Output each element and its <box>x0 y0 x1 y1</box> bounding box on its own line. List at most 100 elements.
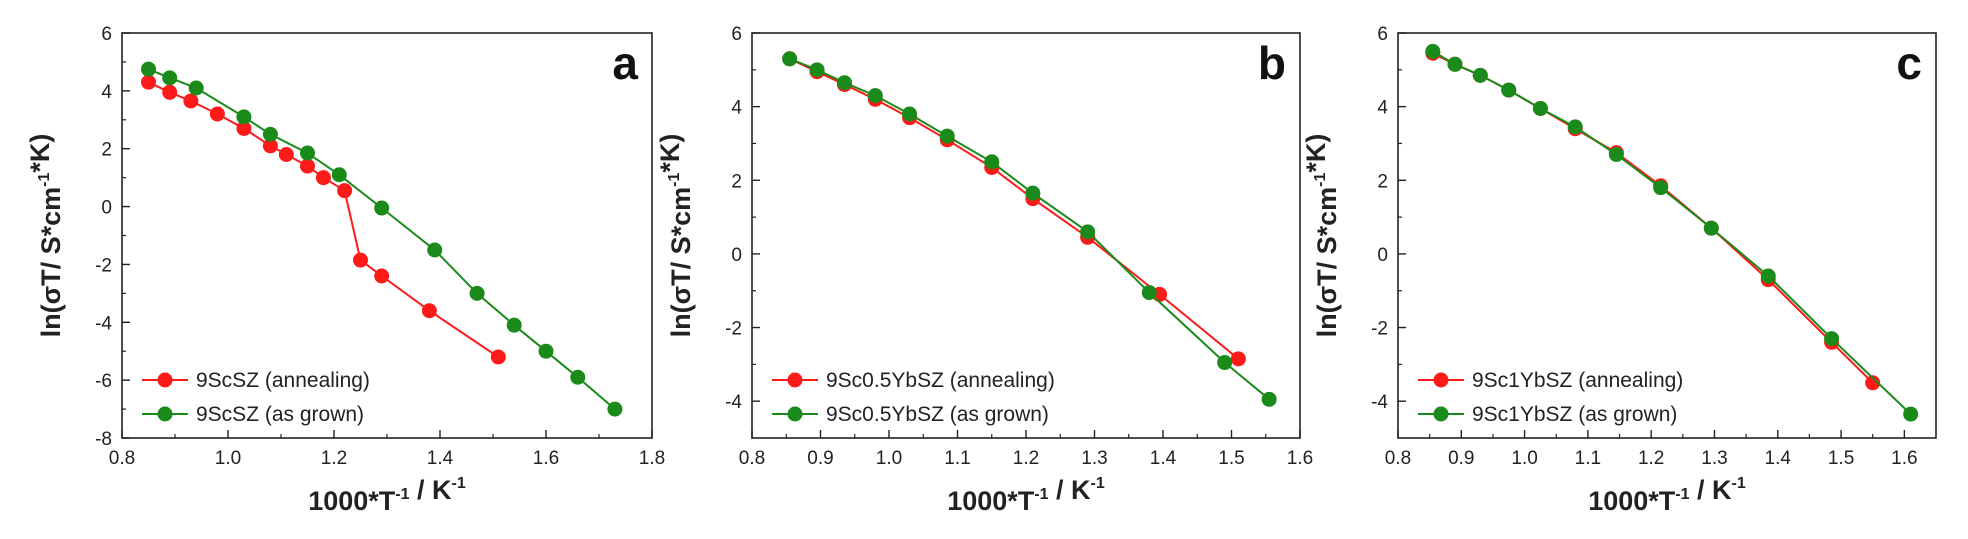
series-line-annealing <box>1432 52 1874 384</box>
y-axis-label: ln(σT/ S*cm-1*K) <box>1301 134 1342 338</box>
y-axis-label: ln(σT/ S*cm-1*K) <box>25 134 66 338</box>
x-tick-label: 1.2 <box>1638 448 1664 469</box>
data-point-as_grown <box>1760 268 1776 284</box>
y-tick-label: 0 <box>1377 245 1388 266</box>
data-point-as_grown <box>836 75 852 91</box>
panel-letter: b <box>1258 37 1286 89</box>
y-tick-label: 6 <box>101 24 112 45</box>
legend-marker-as_grown <box>1433 406 1449 422</box>
data-point-annealing <box>278 147 294 162</box>
y-tick-label: 2 <box>1377 171 1388 192</box>
x-axis-label: 1000*T-1 / K-1 <box>308 475 466 516</box>
data-point-as_grown <box>538 343 554 359</box>
x-tick-label: 1.0 <box>215 448 241 469</box>
data-point-annealing <box>353 252 368 268</box>
y-tick-label: -4 <box>725 392 742 413</box>
data-point-annealing <box>421 303 437 319</box>
panel-letter: a <box>612 37 638 89</box>
data-point-as_grown <box>867 88 883 104</box>
panel-a-chart: 0.8 1.0 1.2 1.4 1.6 1.8 -8 -6 -4 -2 0 2 4 6 1000*T-1 /… <box>25 24 665 516</box>
x-tick-label: 1.3 <box>1701 448 1727 469</box>
data-point-as_grown <box>809 62 825 78</box>
x-tick-label: 0.8 <box>109 448 135 469</box>
x-tick-label: 0.9 <box>807 448 833 469</box>
y-tick-label: -4 <box>1371 392 1388 413</box>
x-tick-label: 1.6 <box>533 448 559 469</box>
data-point-as_grown <box>1501 82 1517 98</box>
panel-c-chart: 0.8 0.9 1.0 1.1 1.2 1.3 1.4 1.5 1.6 -4 -2 0 2 4 6 1000*… <box>1301 24 1937 516</box>
data-point-as_grown <box>141 61 156 77</box>
data-point-as_grown <box>427 242 443 258</box>
data-point-as_grown <box>1472 67 1488 83</box>
data-point-as_grown <box>1532 100 1548 116</box>
y-tick-label: -6 <box>95 371 112 392</box>
x-tick-label: 1.8 <box>639 448 665 469</box>
data-point-as_grown <box>570 369 586 385</box>
y-tick-label: 0 <box>101 198 112 219</box>
data-point-as_grown <box>1447 56 1463 72</box>
x-tick-label: 1.2 <box>321 448 347 469</box>
y-tick-label: 6 <box>731 24 742 45</box>
data-point-as_grown <box>1567 119 1583 135</box>
x-tick-label: 1.6 <box>1891 448 1917 469</box>
data-point-annealing <box>236 120 252 136</box>
x-tick-label: 1.5 <box>1218 448 1244 469</box>
data-point-as_grown <box>469 285 485 301</box>
legend-marker-as_grown <box>787 406 803 422</box>
legend-label-as_grown: 9ScSZ (as grown) <box>196 403 364 426</box>
series-line-annealing <box>148 81 499 358</box>
data-point-as_grown <box>1653 180 1669 196</box>
data-point-annealing <box>183 93 199 109</box>
x-tick-label: 1.6 <box>1287 448 1313 469</box>
data-point-annealing <box>374 268 390 284</box>
x-tick-label: 1.1 <box>1575 448 1601 469</box>
data-point-annealing <box>337 183 353 199</box>
y-tick-label: 0 <box>731 245 742 266</box>
panel-b-chart: 0.8 0.9 1.0 1.1 1.2 1.3 1.4 1.5 1.6 -4 -2 0 2 4 6 1000*… <box>655 24 1313 516</box>
x-tick-label: 1.4 <box>427 448 454 469</box>
legend-label-annealing: 9Sc0.5YbSZ (annealing) <box>826 369 1055 392</box>
x-tick-label: 1.4 <box>1150 448 1177 469</box>
legend-label-annealing: 9Sc1YbSZ (annealing) <box>1472 369 1683 392</box>
data-point-annealing <box>262 138 278 154</box>
data-point-as_grown <box>902 106 918 122</box>
data-point-as_grown <box>262 126 278 142</box>
y-axis-label: ln(σT/ S*cm-1*K) <box>655 134 696 338</box>
series-line-as_grown <box>789 57 1270 401</box>
data-point-annealing <box>141 74 156 90</box>
series-line-as_grown <box>1432 50 1912 415</box>
y-tick-label: 2 <box>101 140 112 161</box>
x-tick-label: 1.0 <box>876 448 902 469</box>
x-tick-label: 0.8 <box>1385 448 1411 469</box>
y-tick-label: -8 <box>95 429 112 450</box>
data-point-as_grown <box>1903 406 1919 422</box>
data-point-annealing <box>209 106 225 122</box>
data-point-as_grown <box>331 167 347 183</box>
data-point-as_grown <box>1425 43 1441 59</box>
legend-marker-as_grown <box>157 406 173 422</box>
x-tick-label: 1.2 <box>1013 448 1039 469</box>
legend-label-as_grown: 9Sc1YbSZ (as grown) <box>1472 403 1677 426</box>
data-point-as_grown <box>1703 220 1719 236</box>
data-point-as_grown <box>1141 285 1157 301</box>
data-point-as_grown <box>300 145 315 161</box>
data-point-as_grown <box>984 154 1000 170</box>
x-tick-label: 1.3 <box>1081 448 1107 469</box>
data-point-as_grown <box>939 128 955 144</box>
data-point-as_grown <box>1824 331 1840 347</box>
data-point-as_grown <box>374 200 390 216</box>
y-tick-label: -2 <box>725 319 742 340</box>
x-tick-label: 1.4 <box>1765 448 1792 469</box>
data-point-as_grown <box>782 51 798 67</box>
y-tick-label: 4 <box>101 82 112 103</box>
y-tick-label: 2 <box>731 171 742 192</box>
data-point-annealing <box>162 84 178 100</box>
y-tick-label: -2 <box>95 255 112 276</box>
y-tick-label: 6 <box>1377 24 1388 45</box>
data-point-as_grown <box>188 80 204 96</box>
data-point-as_grown <box>1080 224 1096 240</box>
panel-letter: c <box>1896 37 1922 89</box>
data-point-annealing <box>300 158 315 174</box>
legend-label-as_grown: 9Sc0.5YbSZ (as grown) <box>826 403 1049 426</box>
